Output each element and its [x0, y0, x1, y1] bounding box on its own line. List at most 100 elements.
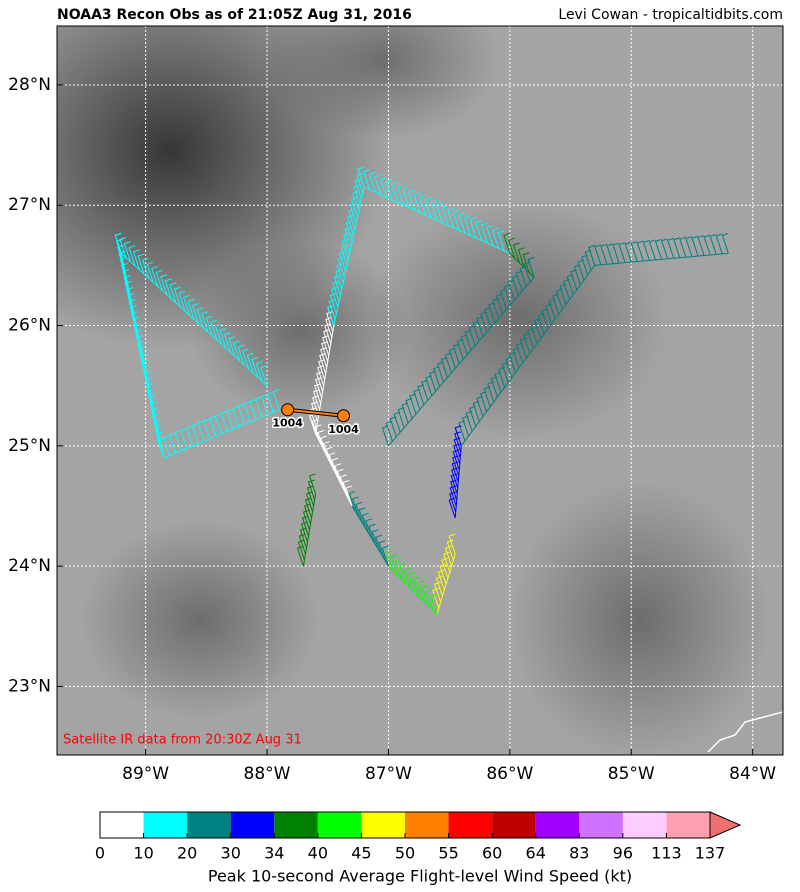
- center-pressure-halo: 1004: [272, 417, 303, 430]
- wind-barb: [323, 329, 331, 350]
- wind-barb: [487, 381, 495, 403]
- flight-tracks: [114, 166, 729, 615]
- wind-barb: [118, 250, 126, 272]
- colorbar-tick-label: 45: [351, 844, 371, 863]
- colorbar-tick-label: 96: [613, 844, 633, 863]
- wind-barbs: [454, 244, 596, 446]
- colorbar-segment: [143, 812, 188, 838]
- wind-barb: [385, 179, 393, 201]
- center-pressure-halo: 1004: [328, 423, 359, 436]
- wind-barb: [497, 230, 505, 251]
- wind-barb: [325, 446, 333, 468]
- wind-barb: [488, 302, 496, 324]
- wind-barb: [508, 352, 516, 373]
- wind-barb: [374, 174, 382, 195]
- wind-barb: [342, 479, 350, 501]
- wind-barb: [148, 395, 156, 416]
- wind-barb: [336, 468, 345, 490]
- wind-barb: [328, 299, 336, 320]
- flight-leg: [454, 445, 462, 519]
- colorbar-tick-label: 50: [395, 844, 415, 863]
- wind-barb: [173, 286, 182, 308]
- wind-barb: [661, 238, 669, 259]
- wind-barb: [385, 420, 393, 442]
- wind-barb: [120, 262, 129, 284]
- satellite-note: Satellite IR data from 20:30Z Aug 31: [63, 733, 302, 748]
- wind-barb: [508, 237, 516, 259]
- wind-barb: [451, 467, 459, 489]
- wind-barb: [260, 365, 268, 386]
- wind-barb: [315, 377, 323, 398]
- wind-barb: [412, 576, 420, 597]
- wind-barb: [503, 284, 511, 305]
- wind-barb: [407, 189, 416, 211]
- wind-barb: [446, 539, 454, 561]
- y-tick-label: 23°N: [8, 676, 51, 696]
- wind-barb: [352, 496, 360, 518]
- wind-barb: [114, 232, 122, 254]
- colorbar-segment: [579, 812, 623, 838]
- wind-barb: [463, 215, 472, 236]
- wind-barb: [425, 375, 433, 396]
- wind-barb: [544, 303, 552, 325]
- colorbar-segment: [317, 812, 362, 838]
- wind-barb: [721, 232, 729, 254]
- wind-barb: [356, 172, 364, 194]
- title: NOAA3 Recon Obs as of 21:05Z Aug 31, 201…: [57, 7, 412, 23]
- wind-barb: [178, 290, 186, 312]
- wind-barb: [499, 288, 508, 310]
- wind-barb: [577, 259, 585, 281]
- wind-barb: [368, 171, 376, 193]
- wind-barb: [421, 585, 429, 606]
- wind-barb: [151, 265, 159, 287]
- wind-barb: [310, 401, 319, 422]
- wind-barb: [311, 418, 319, 440]
- wind-barb: [393, 411, 401, 433]
- wind-barb: [132, 317, 140, 338]
- colorbar-segment: [405, 812, 449, 838]
- wind-barb: [541, 308, 549, 329]
- wind-barb: [345, 485, 353, 507]
- wind-barb: [436, 361, 445, 383]
- wind-barb: [530, 322, 538, 344]
- wind-barb: [302, 509, 310, 531]
- wind-barb: [642, 239, 650, 261]
- colorbar-label: Peak 10-second Average Flight-level Wind…: [208, 867, 632, 886]
- wind-barb: [527, 256, 535, 278]
- wind-barb: [679, 236, 687, 258]
- wind-barb: [331, 287, 339, 308]
- wind-barb: [537, 313, 545, 334]
- wind-barb: [685, 236, 693, 257]
- wind-barb: [354, 178, 362, 200]
- flight-leg: [460, 265, 596, 447]
- colorbar-segment: [230, 812, 275, 838]
- wind-barb: [552, 293, 560, 315]
- colorbar-tick-label: 40: [308, 844, 328, 863]
- y-tick-label: 24°N: [8, 556, 51, 576]
- wind-barb: [122, 268, 130, 290]
- wind-barb: [479, 391, 488, 412]
- y-tick-label: 25°N: [8, 436, 51, 456]
- wind-barb: [454, 425, 462, 446]
- wind-barb: [555, 288, 563, 310]
- wind-barb: [435, 202, 444, 223]
- wind-barb: [127, 293, 135, 314]
- wind-barbs: [357, 166, 511, 254]
- wind-barb: [515, 270, 523, 292]
- wind-barb: [125, 287, 134, 308]
- wind-barb: [468, 325, 476, 346]
- wind-barb: [691, 235, 699, 257]
- wind-barb: [363, 169, 371, 190]
- wind-barb: [450, 479, 458, 501]
- wind-barb: [667, 237, 675, 259]
- wind-barb: [169, 282, 177, 304]
- center-pressure: 1004: [328, 423, 359, 436]
- wind-barb: [432, 587, 440, 609]
- wind-barb: [205, 315, 213, 337]
- colorbar-segment: [492, 812, 536, 838]
- colorbar-segment: [448, 812, 493, 838]
- x-tick-label: 88°W: [244, 764, 291, 784]
- wind-barb: [464, 329, 472, 351]
- wind-barb: [333, 274, 341, 296]
- wind-barbs: [448, 425, 462, 519]
